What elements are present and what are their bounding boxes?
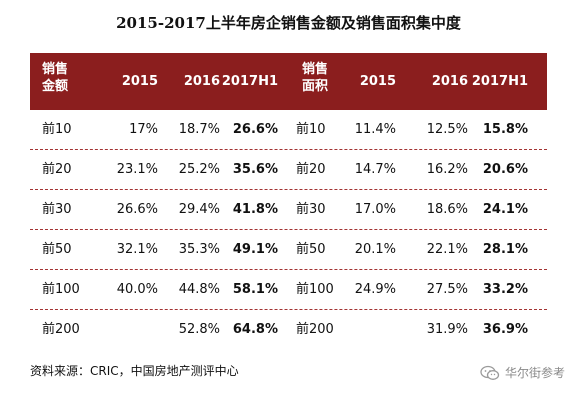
amount-cell: 26.6%: [232, 122, 278, 137]
table-row: 前200 52.8% 64.8% 前200 31.9% 36.9%: [30, 310, 547, 350]
header-year-2015-area: 2015: [359, 74, 396, 89]
amount-cell: 41.8%: [232, 202, 278, 217]
row-label: 前200: [42, 322, 80, 337]
area-cell: 16.2%: [426, 162, 468, 177]
table-row: 前30 26.6% 29.4% 41.8% 前30 17.0% 18.6% 24.1%: [30, 190, 547, 230]
table-header: 销售 金额 2015 2016 2017H1 销售 面积 2015 2016 2…: [30, 53, 547, 110]
table-title: 2015-2017上半年房企销售金额及销售面积集中度: [116, 14, 461, 32]
area-cell: 18.6%: [426, 202, 468, 217]
area-cell: 11.4%: [354, 122, 396, 137]
amount-cell: [112, 310, 158, 350]
header-sales-amount-line2: 金额: [42, 79, 69, 94]
amount-cell: 26.6%: [116, 202, 158, 217]
header-year-2016-amount: 2016: [183, 74, 220, 89]
row-label: 前100: [42, 282, 80, 297]
header-sales-amount: 销售 金额: [42, 61, 68, 95]
amount-cell: 64.8%: [232, 322, 278, 337]
amount-cell: 40.0%: [116, 282, 158, 297]
amount-cell: 52.8%: [178, 322, 220, 337]
table-body: 前10 17% 18.7% 26.6% 前10 11.4% 12.5% 15.8% 前20 23.…: [30, 110, 547, 350]
area-cell: 14.7%: [354, 162, 396, 177]
watermark-text: 华尔街参考: [504, 366, 565, 380]
amount-cell: 58.1%: [232, 282, 278, 297]
area-cell: 31.9%: [426, 322, 468, 337]
amount-cell: 25.2%: [178, 162, 220, 177]
header-sales-area-line1: 销售: [302, 62, 329, 77]
row-label: 前10: [42, 122, 72, 137]
area-cell: 20.1%: [354, 242, 396, 257]
area-cell: 22.1%: [426, 242, 468, 257]
row-label: 前100: [296, 282, 334, 297]
header-year-2017h1-amount: 2017H1: [221, 74, 278, 89]
source-note: 资料来源：CRIC，中国房地产测评中心: [30, 364, 239, 378]
table-row: 前100 40.0% 44.8% 58.1% 前100 24.9% 27.5% 33.2%: [30, 270, 547, 310]
header-year-2015-amount: 2015: [121, 74, 158, 89]
amount-cell: 32.1%: [116, 242, 158, 257]
area-cell: 17.0%: [354, 202, 396, 217]
area-cell: 28.1%: [482, 242, 528, 257]
header-sales-amount-line1: 销售: [42, 62, 69, 77]
row-label: 前30: [42, 202, 72, 217]
header-year-2016-area: 2016: [431, 74, 468, 89]
amount-cell: 17%: [129, 122, 158, 137]
amount-cell: 44.8%: [178, 282, 220, 297]
area-cell: 24.1%: [482, 202, 528, 217]
amount-cell: 49.1%: [232, 242, 278, 257]
row-label: 前20: [296, 162, 326, 177]
row-label: 前30: [296, 202, 326, 217]
area-cell: 36.9%: [482, 322, 528, 337]
amount-cell: 18.7%: [178, 122, 220, 137]
row-label: 前200: [296, 322, 334, 337]
area-cell: 24.9%: [354, 282, 396, 297]
amount-cell: 23.1%: [116, 162, 158, 177]
table-row: 前10 17% 18.7% 26.6% 前10 11.4% 12.5% 15.8%: [30, 110, 547, 150]
amount-cell: 29.4%: [178, 202, 220, 217]
table-row: 前20 23.1% 25.2% 35.6% 前20 14.7% 16.2% 20.6%: [30, 150, 547, 190]
area-cell: 20.6%: [482, 162, 528, 177]
amount-cell: 35.6%: [232, 162, 278, 177]
area-cell: 33.2%: [482, 282, 528, 297]
table-row: 前50 32.1% 35.3% 49.1% 前50 20.1% 22.1% 28.1%: [30, 230, 547, 270]
area-cell: 15.8%: [482, 122, 528, 137]
wechat-icon: [480, 365, 500, 380]
concentration-table: 销售 金额 2015 2016 2017H1 销售 面积 2015 2016 2…: [30, 53, 547, 350]
area-cell: 12.5%: [426, 122, 468, 137]
row-label: 前50: [296, 242, 326, 257]
watermark: 华尔街参考: [480, 364, 565, 381]
amount-cell: 35.3%: [178, 242, 220, 257]
header-sales-area-line2: 面积: [302, 79, 329, 94]
row-label: 前20: [42, 162, 72, 177]
row-label: 前50: [42, 242, 72, 257]
header-sales-area: 销售 面积: [302, 61, 328, 95]
row-label: 前10: [296, 122, 326, 137]
header-year-2017h1-area: 2017H1: [471, 74, 528, 89]
area-cell: 27.5%: [426, 282, 468, 297]
area-cell: [350, 310, 396, 350]
